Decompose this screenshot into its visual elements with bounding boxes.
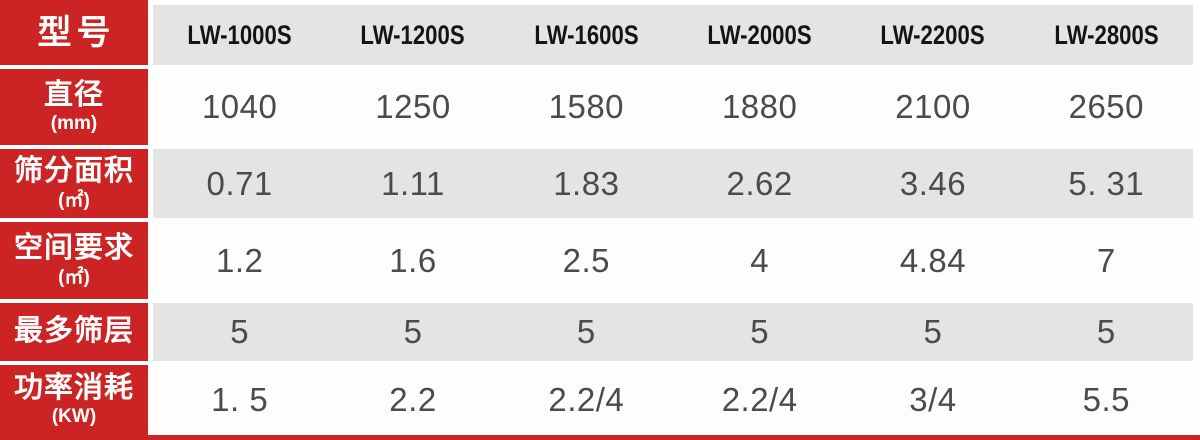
row-label-cell: 空间要求 (㎡) [0,222,148,299]
table-row-power-consumption: 功率消耗 (KW) 1. 5 2.2 2.2/4 2.2/4 3/4 5.5 [0,365,1200,435]
model-name: LW-2800S [1054,19,1159,50]
model-header-cell: LW-2200S [846,5,1019,65]
table-row-max-layers: 最多筛层 5 5 5 5 5 5 [0,303,1200,361]
corner-header-cell: 型号 [0,0,148,65]
model-name: LW-2200S [880,19,986,50]
value-cell: 2.2/4 [548,381,625,418]
value-cell: 2.62 [726,164,793,202]
table-header-row: 型号 LW-1000S LW-1200S LW-1600S LW-2000S L… [0,0,1200,65]
row-label: 功率消耗 [13,371,134,404]
row-label-cell: 最多筛层 [0,303,148,361]
table-row-screening-area: 筛分面积 (㎡) 0.71 1.11 1.83 2.62 3.46 5. 31 [0,149,1200,218]
model-name: LW-1200S [360,19,466,50]
value-cell: 1.2 [215,241,264,279]
value-cell: 2.2 [389,381,437,418]
value-cell: 5. 31 [1068,164,1145,202]
model-header-cell: LW-1600S [500,5,673,65]
model-header-band: LW-1000S LW-1200S LW-1600S LW-2000S LW-2… [153,5,1193,65]
model-header-cell: LW-1000S [153,5,326,65]
value-cell: 2650 [1068,88,1145,125]
model-header-cell: LW-2000S [673,5,846,65]
value-cell: 1040 [201,88,278,125]
value-band: 5 5 5 5 5 5 [153,303,1193,361]
row-label-cell: 直径 (mm) [0,69,148,145]
row-unit: (KW) [51,406,97,428]
value-band: 1. 5 2.2 2.2/4 2.2/4 3/4 5.5 [153,365,1193,435]
row-label: 最多筛层 [13,315,134,348]
value-cell: 5 [750,313,770,350]
value-cell: 5 [230,313,250,350]
value-band: 1040 1250 1580 1880 2100 2650 [153,69,1193,145]
row-unit: (mm) [50,113,98,135]
corner-label: 型号 [37,13,116,52]
bottom-accent-strip [0,435,1200,440]
value-cell: 5 [923,313,943,350]
model-name: LW-2000S [707,19,812,50]
value-cell: 1.11 [381,164,445,202]
value-cell: 5 [576,313,596,350]
table-row-space-requirement: 空间要求 (㎡) 1.2 1.6 2.5 4 4.84 7 [0,222,1200,299]
model-header-cell: LW-1200S [326,5,499,65]
row-label: 筛分面积 [13,155,134,188]
row-unit: (㎡) [58,189,90,211]
value-cell: 1250 [375,88,451,125]
value-cell: 7 [1096,241,1116,279]
value-cell: 1580 [548,88,625,125]
value-cell: 4.84 [899,241,967,279]
model-name: LW-1600S [534,19,639,50]
row-label-cell: 筛分面积 (㎡) [0,149,148,218]
value-cell: 1880 [721,88,798,125]
row-label-cell: 功率消耗 (KW) [0,365,148,435]
table-row-diameter: 直径 (mm) 1040 1250 1580 1880 2100 2650 [0,69,1200,145]
value-band: 0.71 1.11 1.83 2.62 3.46 5. 31 [153,149,1193,218]
row-label: 空间要求 [13,232,134,265]
value-cell: 5 [403,313,423,350]
model-header-cell: LW-2800S [1020,5,1193,65]
value-cell: 4 [750,241,770,279]
model-name: LW-1000S [187,19,292,50]
value-cell: 1.83 [553,164,620,202]
value-cell: 1. 5 [211,381,269,418]
value-cell: 5.5 [1082,381,1130,418]
value-cell: 5 [1096,313,1116,350]
row-label: 直径 [43,78,104,111]
value-cell: 2.5 [562,241,610,279]
value-band: 1.2 1.6 2.5 4 4.84 7 [153,222,1193,299]
value-cell: 1.6 [389,241,437,279]
value-cell: 3/4 [909,381,957,418]
value-cell: 0.71 [206,164,273,202]
value-cell: 2.2/4 [721,381,798,418]
value-cell: 3.46 [899,164,967,202]
row-unit: (㎡) [58,266,90,288]
value-cell: 2100 [895,88,971,125]
